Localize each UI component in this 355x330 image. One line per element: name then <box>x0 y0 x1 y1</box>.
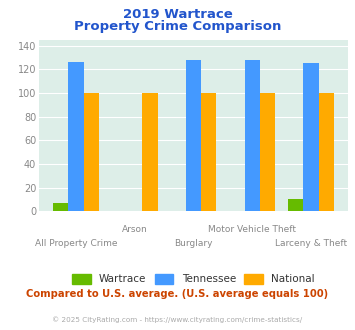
Text: Motor Vehicle Theft: Motor Vehicle Theft <box>208 225 296 234</box>
Text: Property Crime Comparison: Property Crime Comparison <box>74 20 281 33</box>
Bar <box>53 203 69 211</box>
Text: Arson: Arson <box>122 225 148 234</box>
Text: All Property Crime: All Property Crime <box>35 239 117 248</box>
Text: Larceny & Theft: Larceny & Theft <box>275 239 347 248</box>
Bar <box>288 199 303 211</box>
Bar <box>142 93 158 211</box>
Legend: Wartrace, Tennessee, National: Wartrace, Tennessee, National <box>68 270 319 288</box>
Text: © 2025 CityRating.com - https://www.cityrating.com/crime-statistics/: © 2025 CityRating.com - https://www.city… <box>53 316 302 323</box>
Text: Compared to U.S. average. (U.S. average equals 100): Compared to U.S. average. (U.S. average … <box>26 289 329 299</box>
Text: 2019 Wartrace: 2019 Wartrace <box>122 8 233 21</box>
Bar <box>303 63 318 211</box>
Text: Burglary: Burglary <box>174 239 213 248</box>
Bar <box>245 60 260 211</box>
Bar <box>186 60 201 211</box>
Bar <box>260 93 275 211</box>
Bar <box>69 62 84 211</box>
Bar <box>318 93 334 211</box>
Bar <box>201 93 217 211</box>
Bar <box>84 93 99 211</box>
